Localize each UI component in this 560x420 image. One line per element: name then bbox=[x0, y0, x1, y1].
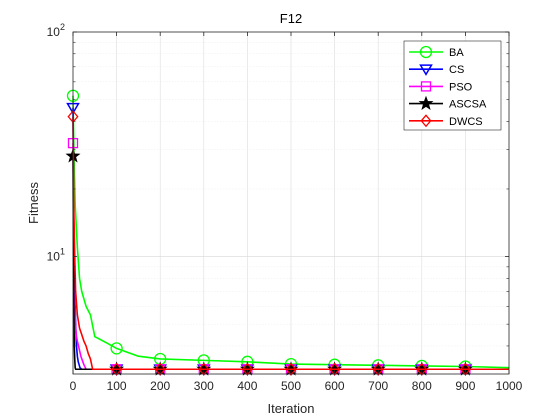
data-point-dwcs bbox=[329, 362, 341, 376]
ticks: 0 100 200 300 400 500 600 700 800 900 1000 101 102 bbox=[47, 22, 523, 393]
legend-marker-ascsa bbox=[418, 95, 434, 110]
series-line-ascsa bbox=[72, 156, 509, 371]
data-point-dwcs bbox=[241, 362, 253, 376]
data-point-dwcs bbox=[372, 362, 384, 376]
series-layer bbox=[65, 89, 510, 376]
x-tick-label: 700 bbox=[368, 379, 388, 393]
legend-label-cs: CS bbox=[449, 64, 464, 76]
x-tick-label: 500 bbox=[281, 379, 301, 393]
data-point-dwcs bbox=[285, 362, 297, 376]
legend-marker-ba bbox=[419, 45, 433, 59]
x-tick-label: 900 bbox=[455, 379, 475, 393]
data-point-dwcs bbox=[459, 362, 471, 376]
x-axis-label: Iteration bbox=[268, 401, 315, 416]
legend-label-pso: PSO bbox=[449, 81, 473, 93]
x-tick-label: 300 bbox=[194, 379, 214, 393]
legend-label-ba: BA bbox=[449, 47, 464, 59]
data-point-dwcs bbox=[198, 362, 210, 376]
data-point-dwcs bbox=[111, 362, 123, 376]
legend: BA CS PSO ASCSA DWCS bbox=[403, 40, 502, 131]
series-dwcs bbox=[67, 110, 509, 376]
data-point-dwcs bbox=[416, 362, 428, 376]
legend-item-pso: PSO bbox=[409, 81, 473, 93]
data-point-ba bbox=[110, 342, 123, 355]
y-tick-label: 102 bbox=[47, 22, 65, 39]
x-tick-label: 600 bbox=[325, 379, 345, 393]
chart-title: F12 bbox=[280, 11, 302, 26]
data-point-dwcs bbox=[154, 362, 166, 376]
y-tick-label: 101 bbox=[47, 247, 65, 264]
legend-marker-pso bbox=[420, 81, 432, 92]
y-axis-label: Fitness bbox=[26, 182, 41, 224]
legend-item-cs: CS bbox=[409, 64, 464, 76]
x-tick-label: 800 bbox=[412, 379, 432, 393]
x-tick-label: 1000 bbox=[496, 379, 523, 393]
x-tick-label: 200 bbox=[150, 379, 170, 393]
x-tick-label: 0 bbox=[70, 379, 77, 393]
legend-item-ba: BA bbox=[409, 45, 464, 59]
legend-label-ascsa: ASCSA bbox=[449, 99, 487, 111]
legend-marker-dwcs bbox=[420, 114, 432, 128]
series-line-dwcs bbox=[72, 116, 509, 371]
legend-item-ascsa: ASCSA bbox=[409, 95, 487, 111]
legend-box bbox=[403, 40, 502, 131]
legend-marker-cs bbox=[419, 64, 433, 76]
legend-item-dwcs: DWCS bbox=[409, 114, 483, 128]
legend-label-dwcs: DWCS bbox=[449, 116, 483, 128]
x-tick-label: 100 bbox=[107, 379, 127, 393]
x-tick-label: 400 bbox=[237, 379, 257, 393]
